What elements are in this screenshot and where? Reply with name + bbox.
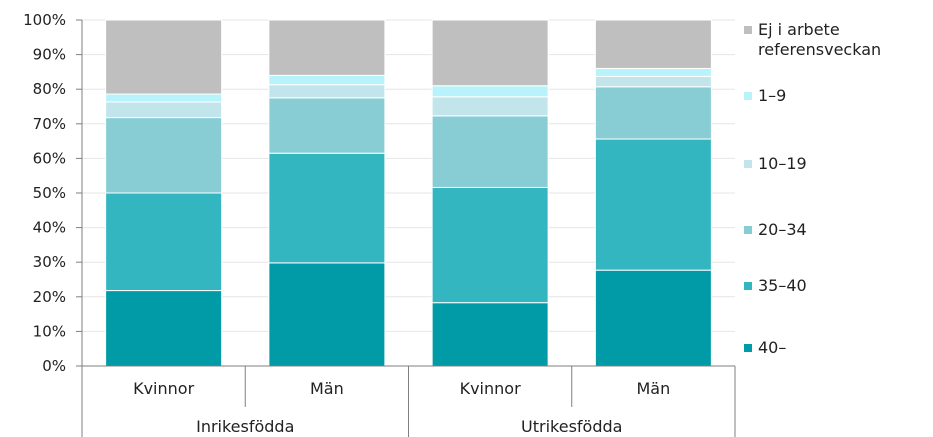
bar-segment xyxy=(268,152,386,264)
legend-item: 40– xyxy=(744,338,786,358)
legend-item: 35–40 xyxy=(744,276,807,296)
group-label: Utrikesfödda xyxy=(521,417,622,436)
x-axis: Kvinnor Män Kvinnor Män Inrikesfödda Utrikesf… xyxy=(76,365,736,437)
legend-label: 40– xyxy=(758,338,787,357)
legend-label: 1–9 xyxy=(758,86,787,105)
bar-segment xyxy=(594,269,712,367)
bars xyxy=(105,19,712,367)
y-tick-label: 100% xyxy=(23,11,66,29)
legend-swatch xyxy=(744,344,752,352)
bar-segment xyxy=(105,290,223,367)
group-label: Inrikesfödda xyxy=(196,417,294,436)
legend-label: 10–19 xyxy=(758,154,807,173)
legend-label: 20–34 xyxy=(758,220,807,239)
bar-segment xyxy=(594,75,712,88)
bar-segment xyxy=(431,19,549,87)
bar-segment xyxy=(431,186,549,304)
bar-segment xyxy=(594,138,712,271)
bar-segment xyxy=(268,97,386,154)
bar-segment xyxy=(268,84,386,99)
bar-segment xyxy=(594,19,712,69)
bar-segment xyxy=(268,19,386,76)
y-tick-label: 50% xyxy=(33,184,66,202)
legend-label: 35–40 xyxy=(758,276,807,295)
bar-segment xyxy=(594,67,712,77)
legend-item: Ej i arbete referensveckan xyxy=(744,20,881,60)
legend-item: 10–19 xyxy=(744,154,807,174)
bar-segment xyxy=(431,85,549,98)
bar-segment xyxy=(105,117,223,194)
y-tick-label: 30% xyxy=(33,253,66,271)
category-label: Män xyxy=(637,379,671,398)
category-label: Kvinnor xyxy=(460,379,521,398)
y-axis: 0% 10% 20% 30% 40% 50% 60% 70% 80% 90% 100% xyxy=(23,11,83,375)
legend-item: 1–9 xyxy=(744,86,786,106)
legend-swatch xyxy=(744,26,752,34)
y-tick-label: 20% xyxy=(33,288,66,306)
legend-label: Ej i arbete referensveckan xyxy=(758,20,882,59)
legend-swatch xyxy=(744,226,752,234)
category-label: Kvinnor xyxy=(133,379,194,398)
y-tick-label: 40% xyxy=(33,219,66,237)
y-tick-label: 60% xyxy=(33,149,66,167)
y-tick-label: 70% xyxy=(33,115,66,133)
bar-segment xyxy=(431,115,549,188)
y-tick-label: 10% xyxy=(33,322,66,340)
bar-segment xyxy=(105,19,223,95)
bar-segment xyxy=(105,101,223,119)
category-label: Män xyxy=(310,379,344,398)
bar-segment xyxy=(431,96,549,117)
bar-segment xyxy=(105,192,223,292)
bar-segment xyxy=(431,302,549,367)
bar-segment xyxy=(268,74,386,86)
legend-item: 20–34 xyxy=(744,220,807,240)
legend-swatch xyxy=(744,92,752,100)
legend-swatch xyxy=(744,282,752,290)
bar-segment xyxy=(594,86,712,140)
bar-segment xyxy=(268,262,386,367)
bar-segment xyxy=(105,93,223,103)
y-tick-label: 80% xyxy=(33,80,66,98)
y-tick-label: 0% xyxy=(42,357,66,375)
y-tick-label: 90% xyxy=(33,46,66,64)
legend-swatch xyxy=(744,160,752,168)
